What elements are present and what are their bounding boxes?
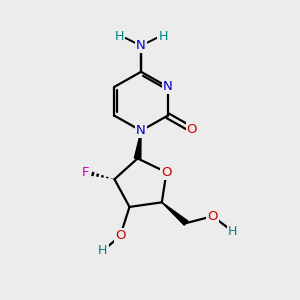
Polygon shape [162, 202, 188, 225]
Text: O: O [187, 123, 197, 136]
Text: H: H [114, 29, 124, 43]
Text: O: O [207, 210, 218, 223]
Text: N: N [136, 124, 146, 137]
Text: F: F [82, 166, 89, 179]
Text: H: H [98, 244, 108, 257]
Text: N: N [136, 39, 146, 52]
Text: H: H [228, 225, 237, 238]
Text: O: O [115, 229, 125, 242]
Polygon shape [134, 131, 141, 159]
Text: O: O [161, 166, 172, 179]
Text: N: N [163, 80, 172, 93]
Text: H: H [158, 29, 168, 43]
